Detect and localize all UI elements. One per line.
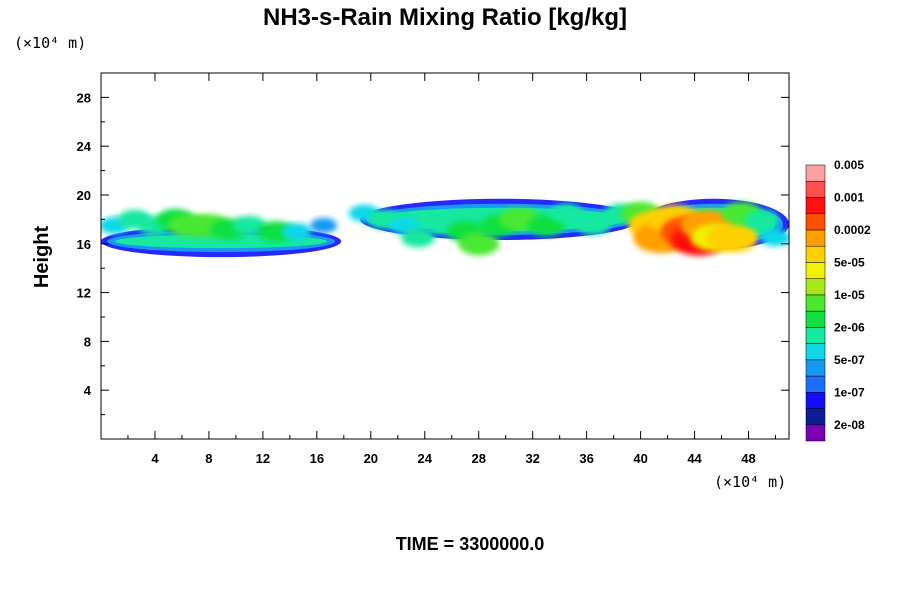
y-tick-label: 8	[84, 334, 91, 349]
y-tick-label: 20	[77, 188, 91, 203]
colorbar-segment	[805, 310, 826, 328]
colorbar-segment	[805, 180, 826, 198]
data-cell	[458, 232, 500, 256]
y-axis-label: Height	[31, 226, 53, 289]
data-cell	[706, 223, 759, 253]
x-tick-label: 28	[471, 451, 485, 466]
colorbar-segment	[805, 278, 826, 296]
colorbar-label: 2e-06	[834, 320, 865, 334]
x-tick-label: 16	[310, 451, 324, 466]
y-tick-label: 24	[77, 139, 92, 154]
data-cell	[576, 215, 611, 236]
colorbar-segment	[805, 262, 826, 279]
colorbar-label: 5e-05	[834, 255, 865, 269]
data-cell	[760, 229, 789, 247]
x-tick-label: 12	[256, 451, 270, 466]
x-tick-label: 44	[687, 451, 702, 466]
colorbar-segment	[805, 375, 826, 393]
colorbar-segment	[805, 294, 826, 312]
data-cell	[745, 209, 779, 229]
colorbar-segment	[805, 213, 826, 231]
y-tick-label: 4	[84, 383, 92, 398]
x-tick-label: 8	[205, 451, 212, 466]
x-tick-label: 36	[579, 451, 593, 466]
plot-frame	[100, 72, 790, 440]
y-tick-label: 12	[77, 286, 91, 301]
colorbar-segment	[805, 408, 826, 426]
x-tick-label: 48	[741, 451, 755, 466]
colorbar-label: 2e-08	[834, 418, 865, 432]
colorbar-label: 0.001	[834, 190, 864, 204]
colorbar-label: 1e-07	[834, 385, 865, 399]
x-tick-label: 20	[364, 451, 378, 466]
colorbar-label: 0.0002	[834, 223, 871, 237]
chart-title: NH3-s-Rain Mixing Ratio [kg/kg]	[263, 4, 627, 31]
x-tick-label: 32	[525, 451, 539, 466]
colorbar-segment	[805, 229, 826, 247]
data-cell	[310, 217, 338, 234]
colorbar-segment	[805, 197, 826, 214]
data-cell	[549, 203, 584, 223]
y-axis-unit: (×10⁴ m)	[14, 34, 86, 52]
colorbar-segment	[805, 359, 826, 377]
data-cell	[401, 228, 435, 248]
time-label: TIME = 3300000.0	[396, 534, 545, 554]
y-tick-label: 16	[77, 237, 91, 252]
colorbar: 2e-08 1e-07 5e-07 2e-06 1e-05 5e-05 0.0002 0.00…	[805, 158, 871, 442]
colorbar-segment	[805, 392, 826, 409]
x-tick-label: 24	[418, 451, 433, 466]
data-cell	[281, 223, 312, 241]
x-tick-label: 4	[151, 451, 159, 466]
colorbar-label: 0.005	[834, 158, 864, 172]
colorbar-segment	[805, 245, 826, 263]
colorbar-segment	[805, 327, 826, 344]
colorbar-segment	[805, 424, 826, 442]
colorbar-label: 1e-05	[834, 288, 865, 302]
x-tick-label: 40	[633, 451, 647, 466]
y-tick-label: 28	[77, 90, 91, 105]
x-axis-unit: (×10⁴ m)	[714, 473, 786, 491]
colorbar-label: 5e-07	[834, 353, 865, 367]
colorbar-segment	[805, 164, 826, 182]
colorbar-segment	[805, 343, 826, 361]
